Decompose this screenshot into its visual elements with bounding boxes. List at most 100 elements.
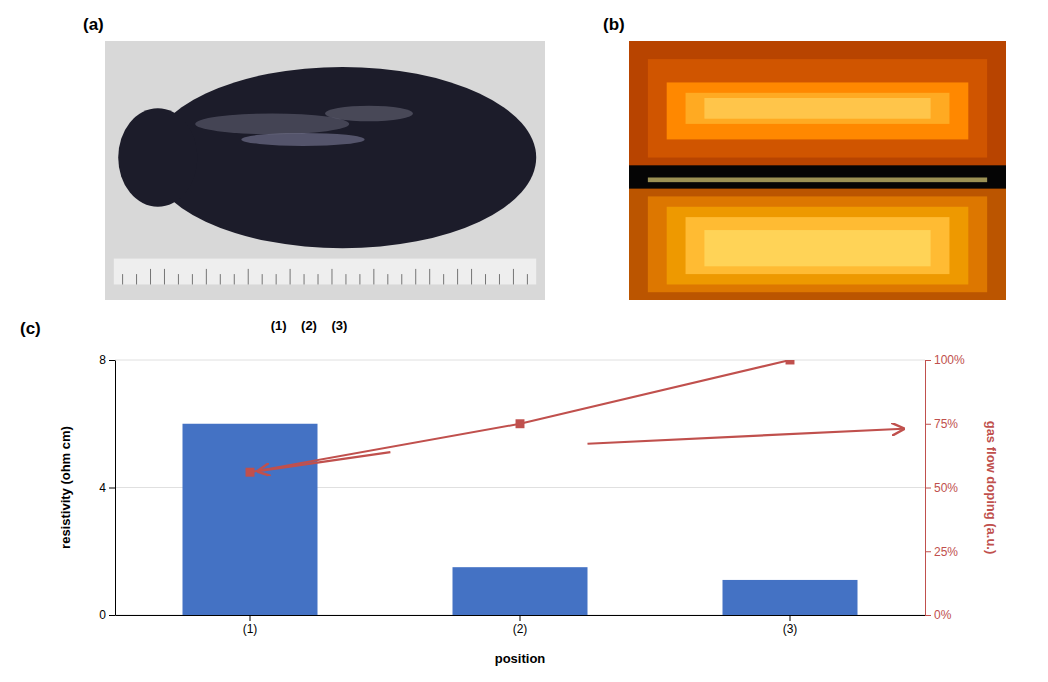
tick-mark xyxy=(109,488,115,489)
marks xyxy=(183,360,858,615)
photo-ruler-tick xyxy=(262,274,263,284)
photo-b xyxy=(629,41,1006,300)
tick: (2) xyxy=(513,615,528,636)
y-axis-title: resistivity (ohm cm) xyxy=(58,426,73,549)
tick: (3) xyxy=(783,615,798,636)
figure: (a)(1) (2) (3)(b)(c)(1)(2)(3)0480%25%50%… xyxy=(0,0,1048,682)
photo-zone xyxy=(629,41,1006,171)
photo-zone xyxy=(704,98,930,119)
y-axis: 0 4 8 xyxy=(99,353,115,622)
photo-zone xyxy=(629,41,1006,300)
photo-zone xyxy=(648,59,987,157)
photo-zone xyxy=(648,196,987,292)
photo-zone xyxy=(648,177,987,182)
tick-mark xyxy=(925,488,931,489)
photo-ruler-tick xyxy=(234,274,235,284)
photo-ruler-tick xyxy=(150,269,151,285)
tick-label: 25% xyxy=(934,545,958,559)
tick: 50% xyxy=(925,481,958,495)
tick-label: 75% xyxy=(934,417,958,431)
grid xyxy=(115,360,925,615)
photo-background xyxy=(105,41,545,300)
photo-ruler-tick xyxy=(443,274,444,284)
marker xyxy=(246,468,255,477)
photo-ruler-tick xyxy=(290,269,291,285)
tick-mark xyxy=(790,615,791,621)
photo-ruler-tick xyxy=(248,269,249,285)
photo-zone xyxy=(667,82,969,139)
photo-reflection xyxy=(325,106,413,122)
photo-ruler-tick xyxy=(485,274,486,284)
tick-mark xyxy=(925,424,931,425)
arrow xyxy=(588,429,904,444)
photo-zone xyxy=(629,165,1006,188)
tick: 4 xyxy=(99,481,115,495)
tick: 0 xyxy=(99,608,115,622)
photo-ruler-tick xyxy=(499,274,500,284)
photo-ruler-tick xyxy=(136,274,137,284)
tick: 75% xyxy=(925,417,958,431)
tick: (1) xyxy=(243,615,258,636)
photo-a xyxy=(105,41,545,300)
photo-ruler-tick xyxy=(359,274,360,284)
photo-ruler-tick xyxy=(192,274,193,284)
photo-ruler-tick xyxy=(527,274,528,284)
tick-label: (2) xyxy=(513,622,528,636)
tick: 25% xyxy=(925,545,958,559)
tick-mark xyxy=(520,615,521,621)
tick-mark xyxy=(925,551,931,552)
photo-reflection xyxy=(195,114,349,135)
tick-mark xyxy=(925,360,931,361)
tick-mark xyxy=(250,615,251,621)
bar xyxy=(183,424,318,615)
line xyxy=(250,360,790,472)
y2-axis: 0% 25% 50% 75% 100% xyxy=(925,353,965,622)
photo-ruler-tick xyxy=(304,274,305,284)
chart: (1)(2)(3)0480%25%50%75%100%positionresis… xyxy=(58,353,999,666)
photo-ruler-tick xyxy=(318,274,319,284)
panel-label: (1) (2) (3) xyxy=(271,318,348,333)
photo-ruler-tick xyxy=(373,269,374,285)
photo-ruler-tick xyxy=(122,274,123,284)
tick-label: 0 xyxy=(99,608,106,622)
photo-zone xyxy=(629,186,1006,300)
photo-ruler xyxy=(114,259,536,285)
tick-label: 4 xyxy=(99,481,106,495)
photo-ruler-tick xyxy=(206,269,207,285)
marker xyxy=(516,419,525,428)
photo-ruler-tick xyxy=(345,274,346,284)
panel-label: (a) xyxy=(83,15,104,34)
photo-ruler-tick xyxy=(471,269,472,285)
photo-ruler-tick xyxy=(429,269,430,285)
photo-zone xyxy=(704,230,930,266)
photo-ruler-tick xyxy=(331,269,332,285)
photo-ingot xyxy=(149,67,536,248)
y2-axis-title: gas flow doping (a.u.) xyxy=(984,421,999,555)
axis-line xyxy=(115,361,116,616)
tick-mark xyxy=(109,360,115,361)
photo-ruler-tick xyxy=(415,269,416,285)
tick-label: (3) xyxy=(783,622,798,636)
x-axis: (1) (2) (3) xyxy=(116,615,926,636)
tick-label: 50% xyxy=(934,481,958,495)
grid-line xyxy=(115,360,925,361)
photo-reflection xyxy=(241,133,364,146)
tick-label: (1) xyxy=(243,622,258,636)
photo-ruler-tick xyxy=(276,274,277,284)
tick-mark xyxy=(109,615,115,616)
tick: 100% xyxy=(925,353,965,367)
photo-ingot-tip xyxy=(118,108,197,206)
photo-zone xyxy=(667,207,969,285)
photo-ruler-tick xyxy=(513,269,514,285)
tick: 0% xyxy=(925,608,952,622)
panel-label: (b) xyxy=(603,15,625,34)
bar xyxy=(723,580,858,615)
arrows xyxy=(258,429,903,471)
photo-ruler-tick xyxy=(164,269,165,285)
photo-ruler-tick xyxy=(220,274,221,284)
tick-label: 8 xyxy=(99,353,106,367)
photo-ruler-tick xyxy=(401,274,402,284)
arrow xyxy=(258,452,390,471)
tick: 8 xyxy=(99,353,115,367)
marker xyxy=(786,360,795,364)
